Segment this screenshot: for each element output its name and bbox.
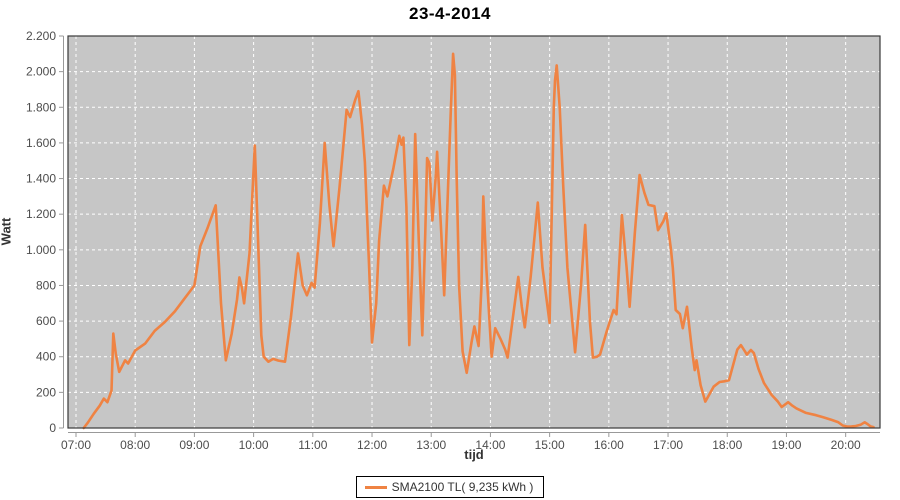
y-tick-label: 2.000 bbox=[26, 65, 56, 79]
plot-border bbox=[67, 35, 881, 429]
x-tick-label: 14:00 bbox=[475, 438, 505, 452]
legend: SMA2100 TL( 9,235 kWh ) bbox=[0, 476, 900, 498]
y-tick-label: 600 bbox=[36, 314, 56, 328]
x-tick-label: 11:00 bbox=[298, 438, 327, 452]
y-tick-label: 1.800 bbox=[26, 100, 56, 114]
x-tick-label: 15:00 bbox=[535, 438, 565, 452]
x-tick-label: 17:00 bbox=[653, 438, 683, 452]
x-tick-label: 19:00 bbox=[771, 438, 801, 452]
y-tick-label: 2.200 bbox=[26, 29, 56, 43]
x-tick-label: 13:00 bbox=[416, 438, 446, 452]
y-tick-label: 1.000 bbox=[26, 243, 56, 257]
x-axis-label: tijd bbox=[464, 447, 484, 462]
y-tick-label: 1.400 bbox=[26, 172, 56, 186]
y-tick-label: 0 bbox=[49, 421, 56, 435]
x-tick-label: 16:00 bbox=[594, 438, 624, 452]
y-axis-label: Watt bbox=[0, 217, 14, 246]
y-tick-label: 200 bbox=[36, 385, 56, 399]
chart-title: 23-4-2014 bbox=[408, 4, 491, 23]
x-tick-label: 10:00 bbox=[239, 438, 269, 452]
x-tick-label: 18:00 bbox=[712, 438, 742, 452]
y-tick-label: 400 bbox=[36, 350, 56, 364]
series-line bbox=[82, 52, 875, 430]
y-tick-label: 1.600 bbox=[26, 136, 56, 150]
legend-box: SMA2100 TL( 9,235 kWh ) bbox=[355, 476, 545, 498]
chart-canvas: 07:00 08:00 09:00 10:00 11:00 12:00 13:00 14:00… bbox=[26, 29, 881, 452]
y-tick-label: 800 bbox=[36, 278, 56, 292]
legend-series-label: SMA2100 TL( 9,235 kWh ) bbox=[391, 480, 534, 494]
x-tick-label: 12:00 bbox=[357, 438, 387, 452]
legend-series-swatch bbox=[364, 485, 387, 489]
x-tick-label: 09:00 bbox=[179, 438, 209, 452]
x-tick-label: 20:00 bbox=[831, 438, 861, 452]
plot-area bbox=[68, 36, 880, 428]
y-tick-label: 1.200 bbox=[26, 207, 56, 221]
x-tick-label: 08:00 bbox=[120, 438, 150, 452]
x-tick-label: 07:00 bbox=[61, 438, 91, 452]
